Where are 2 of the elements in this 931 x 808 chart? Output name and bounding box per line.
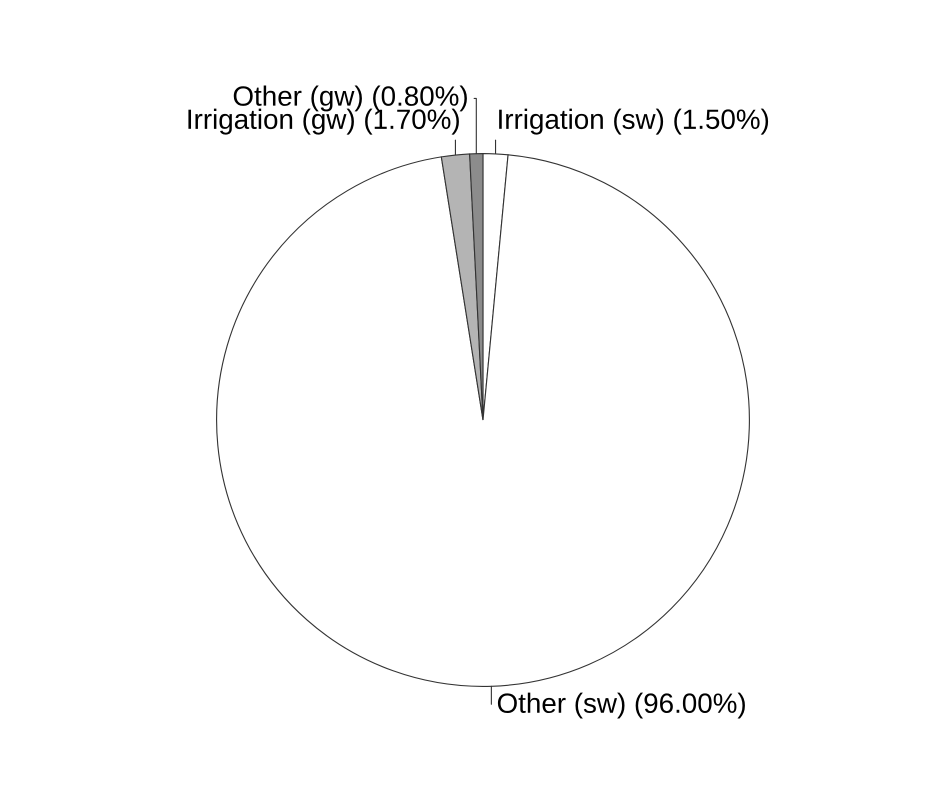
slice-label: Other (sw) (96.00%) [498,692,745,719]
slice-label: Irrigation (sw) (1.50%) [499,108,768,135]
